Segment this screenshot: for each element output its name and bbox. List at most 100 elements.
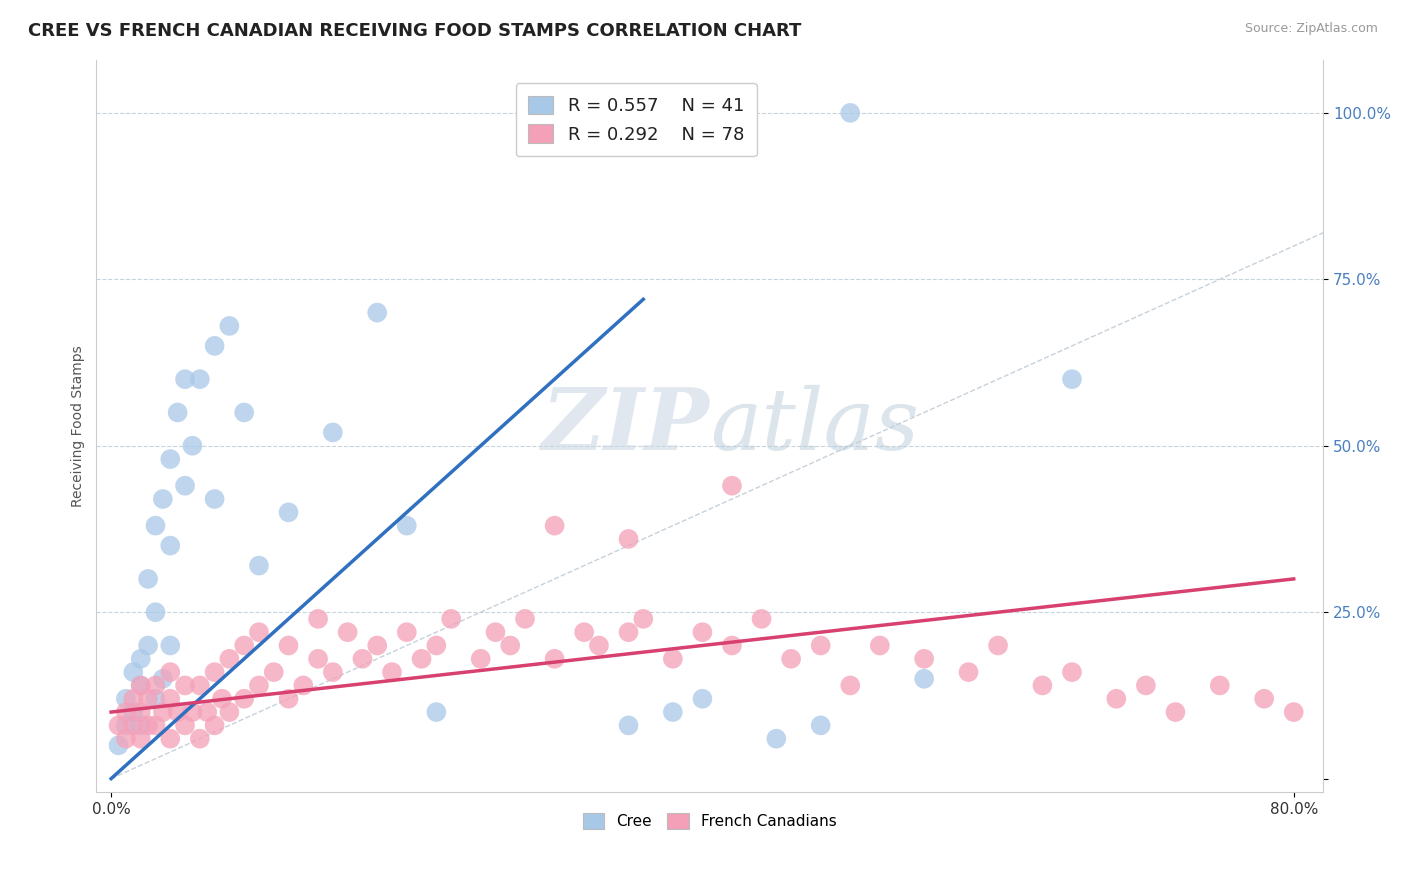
Point [122,691,145,706]
Point [987,639,1010,653]
Point [129,731,152,746]
Point [322,665,344,679]
Point [247,678,270,692]
Point [662,705,685,719]
Point [159,452,181,467]
Point [617,625,640,640]
Point [218,705,240,719]
Point [174,372,197,386]
Point [136,639,159,653]
Point [617,532,640,546]
Point [425,639,447,653]
Point [152,705,174,719]
Point [218,318,240,333]
Point [159,691,181,706]
Point [277,505,299,519]
Text: ZIP: ZIP [541,384,710,467]
Point [440,612,463,626]
Point [145,518,167,533]
Point [513,612,536,626]
Point [765,731,787,746]
Point [810,639,832,653]
Point [181,439,204,453]
Point [188,731,211,746]
Point [572,625,595,640]
Point [692,625,714,640]
Point [912,652,935,666]
Point [395,625,418,640]
Point [136,718,159,732]
Point [152,672,174,686]
Point [233,639,256,653]
Point [159,639,181,653]
Point [233,405,256,419]
Point [115,718,138,732]
Point [543,652,565,666]
Point [499,639,522,653]
Point [152,491,174,506]
Point [181,705,204,719]
Point [129,718,152,732]
Point [810,718,832,732]
Point [129,705,152,719]
Point [145,678,167,692]
Point [322,425,344,440]
Point [470,652,492,666]
Y-axis label: Receiving Food Stamps: Receiving Food Stamps [72,345,86,507]
Point [204,718,226,732]
Point [307,612,329,626]
Point [218,652,240,666]
Point [136,572,159,586]
Point [277,639,299,653]
Point [292,678,315,692]
Point [204,339,226,353]
Point [136,691,159,706]
Point [174,718,197,732]
Point [381,665,404,679]
Point [1282,705,1305,719]
Point [366,639,388,653]
Point [211,691,233,706]
Point [277,691,299,706]
Point [1060,665,1083,679]
Point [122,665,145,679]
Point [543,518,565,533]
Point [188,372,211,386]
Point [115,705,138,719]
Point [780,652,803,666]
Point [174,678,197,692]
Point [122,718,145,732]
Point [751,612,773,626]
Point [1209,678,1232,692]
Point [166,705,188,719]
Point [159,665,181,679]
Point [129,678,152,692]
Point [195,705,218,719]
Point [366,305,388,319]
Point [1060,372,1083,386]
Point [721,479,744,493]
Point [247,558,270,573]
Point [145,605,167,619]
Point [204,665,226,679]
Point [1135,678,1157,692]
Point [633,612,655,626]
Point [263,665,285,679]
Point [1031,678,1053,692]
Point [692,691,714,706]
Point [159,731,181,746]
Point [129,678,152,692]
Point [115,731,138,746]
Point [166,405,188,419]
Point [352,652,374,666]
Point [395,518,418,533]
Point [1164,705,1187,719]
Point [204,491,226,506]
Point [912,672,935,686]
Point [662,652,685,666]
Point [247,625,270,640]
Point [233,691,256,706]
Point [411,652,433,666]
Point [839,106,862,120]
Point [145,691,167,706]
